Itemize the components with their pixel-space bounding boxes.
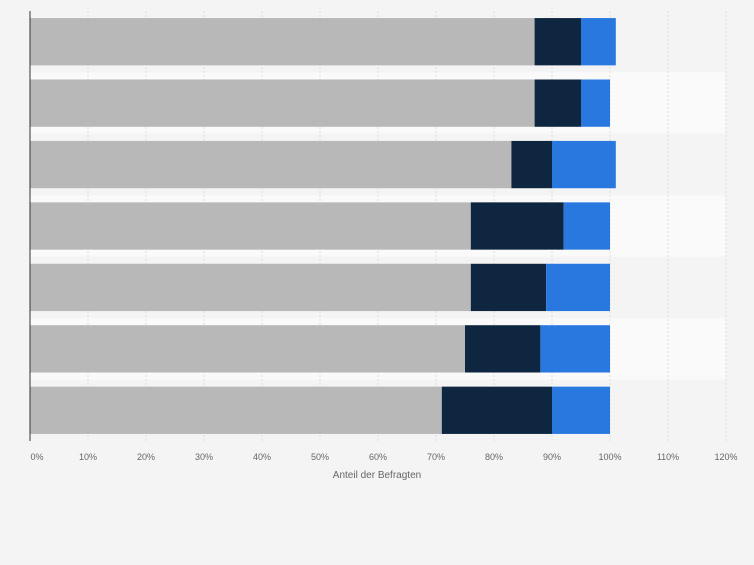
x-axis: 0% 10% 20% 30% 40% 50% 60% 70% 80% 90% 100% 110% 120…: [29, 11, 738, 462]
x-tick-label: 70%: [427, 452, 445, 462]
bar-segment-2[interactable]: [441, 386, 552, 434]
bar-segment-1[interactable]: [30, 79, 535, 127]
bar-segment-1[interactable]: [30, 140, 512, 189]
x-tick-label: 60%: [369, 452, 387, 462]
x-tick-label: 0%: [30, 452, 43, 462]
x-tick-label: 110%: [657, 452, 679, 462]
x-tick-label: 120%: [714, 452, 737, 462]
bar-segment-3[interactable]: [552, 140, 616, 189]
bar-segment-2[interactable]: [470, 202, 564, 250]
bar-segment-1[interactable]: [30, 18, 535, 66]
x-tick-label: 100%: [598, 452, 621, 462]
bar-segment-2[interactable]: [534, 79, 581, 127]
bar-segment-2[interactable]: [465, 325, 541, 373]
x-tick-label: 90%: [543, 452, 561, 462]
x-tick-label: 40%: [253, 452, 271, 462]
x-tick-label: 10%: [79, 452, 97, 462]
bars: [30, 18, 616, 434]
bar-segment-3[interactable]: [581, 79, 610, 127]
bar-segment-3[interactable]: [546, 263, 610, 312]
bar-segment-1[interactable]: [30, 263, 471, 312]
bar-segment-2[interactable]: [470, 263, 547, 312]
bar-segment-1[interactable]: [30, 386, 442, 434]
bar-segment-2[interactable]: [511, 140, 552, 189]
x-tick-label: 80%: [485, 452, 503, 462]
bar-segment-3[interactable]: [552, 386, 610, 434]
x-tick-label: 20%: [137, 452, 155, 462]
bar-segment-1[interactable]: [30, 325, 465, 373]
bar-segment-2[interactable]: [534, 18, 581, 66]
x-tick-label: 50%: [311, 452, 329, 462]
x-tick-label: 30%: [195, 452, 213, 462]
bar-segment-1[interactable]: [30, 202, 471, 250]
bar-segment-3[interactable]: [581, 18, 616, 66]
x-axis-title: Anteil der Befragten: [333, 470, 421, 481]
bar-segment-3[interactable]: [540, 325, 610, 373]
bar-segment-3[interactable]: [563, 202, 610, 250]
